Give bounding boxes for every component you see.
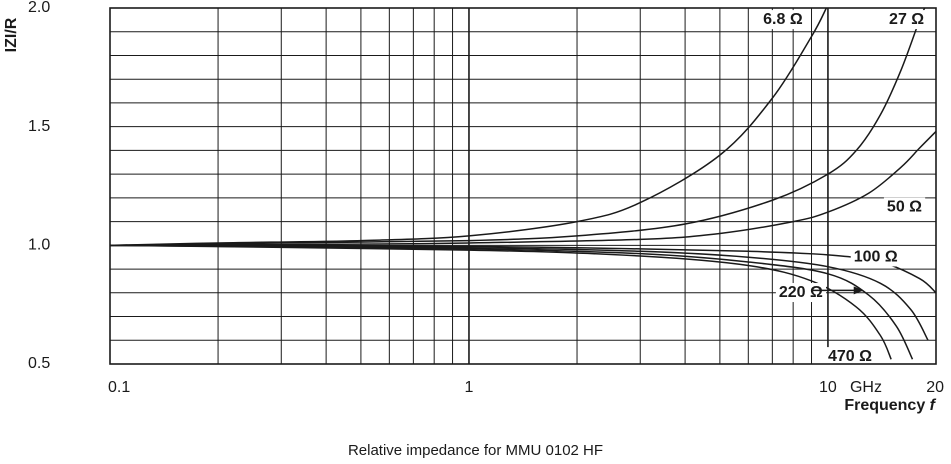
x-tick-labels: 0.1 1 10 20 GHz <box>108 379 944 396</box>
series-line-4 <box>109 244 937 294</box>
plot-frame <box>109 7 937 365</box>
series-label-bg <box>883 197 926 217</box>
series-label-bg <box>850 247 901 267</box>
y-tick-labels: 0.5 1.0 1.5 2.0 <box>28 0 50 372</box>
series-group <box>109 7 937 360</box>
series-labels: 6.8 Ω 27 Ω 50 Ω 100 Ω 220 Ω 470 Ω <box>760 10 928 367</box>
grid-lines <box>110 8 937 364</box>
x-tick-label: 10 <box>819 379 837 396</box>
series-label-bg <box>775 283 827 303</box>
x-tick-label: 20 <box>926 379 944 396</box>
series-label-4: 100 Ω <box>854 248 898 265</box>
series-line-3 <box>109 130 937 247</box>
series-label-3: 50 Ω <box>887 199 922 216</box>
y-tick-label: 2.0 <box>28 0 50 16</box>
x-tick-label: 0.1 <box>108 379 130 396</box>
series-label-2: 27 Ω <box>889 11 924 28</box>
x-axis-title: Frequency f <box>844 397 936 414</box>
x-tick-label: 1 <box>465 379 474 396</box>
y-tick-label: 1.5 <box>28 118 50 135</box>
y-tick-label: 1.0 <box>28 237 50 254</box>
x-unit-label: GHz <box>850 379 882 396</box>
series-line-6 <box>109 244 914 360</box>
chart-caption: Relative impedance for MMU 0102 HF <box>347 442 604 459</box>
series-label-5: 220 Ω <box>779 284 823 301</box>
series-label-1: 6.8 Ω <box>763 11 803 28</box>
series-label-bg <box>886 10 928 30</box>
series-label-bg <box>760 10 806 30</box>
y-tick-label: 0.5 <box>28 355 50 372</box>
series-label-bg <box>824 347 876 367</box>
series-line-5 <box>109 244 929 341</box>
series-line-7 <box>109 244 892 360</box>
series-label-6: 470 Ω <box>828 348 872 365</box>
y-axis-title: IZI/R <box>3 17 20 52</box>
series-line-1 <box>109 7 828 247</box>
series-line-2 <box>109 7 926 247</box>
